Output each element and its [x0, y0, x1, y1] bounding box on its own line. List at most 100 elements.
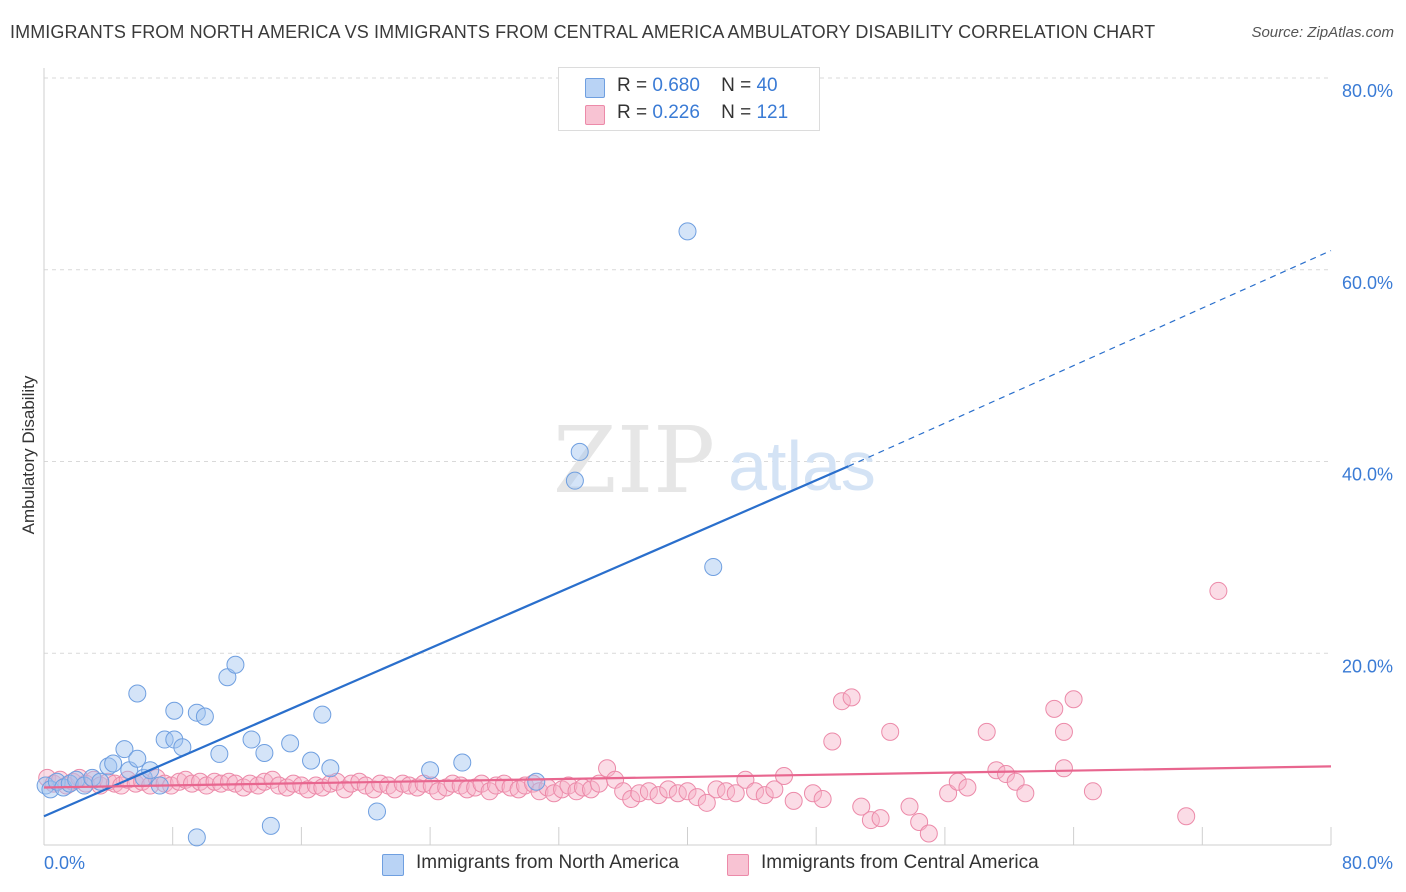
central-america-point: [900, 797, 919, 816]
north-america-point: [255, 743, 274, 762]
central-america-point: [697, 793, 716, 812]
legend-r-label: R =: [617, 75, 648, 96]
legend-n-value: 121: [756, 102, 789, 123]
watermark: ZIP atlas: [553, 407, 876, 514]
y-tick-label: 20.0%: [1342, 656, 1393, 676]
north-america-point: [565, 471, 584, 490]
x-tick-label: 80.0%: [1342, 853, 1393, 873]
north-america-point: [261, 816, 280, 835]
bottom-legend-swatch-pink: [727, 854, 749, 876]
north-america-point: [570, 442, 589, 461]
central-america-point: [852, 797, 871, 816]
central-america-point: [803, 784, 822, 803]
central-america-point: [919, 824, 938, 843]
central-america-point: [649, 786, 668, 805]
central-america-point: [393, 774, 412, 793]
north-america-points: [36, 222, 723, 847]
north-america-point: [195, 707, 214, 726]
central-america-point: [765, 780, 784, 799]
central-america-trend-line: [43, 765, 1332, 789]
north-america-trend-extension: [848, 250, 1332, 467]
central-america-point: [726, 784, 745, 803]
central-america-point: [639, 782, 658, 801]
north-america-point: [368, 802, 387, 821]
central-america-point: [755, 786, 774, 805]
trend-lines: [43, 250, 1332, 818]
y-tick-label: 40.0%: [1342, 465, 1393, 485]
north-america-point: [421, 761, 440, 780]
north-america-point: [321, 759, 340, 778]
central-america-point: [1209, 581, 1228, 600]
bottom-legend-label: Immigrants from Central America: [761, 852, 1039, 873]
grid-layer: [44, 77, 1331, 654]
north-america-point: [313, 705, 332, 724]
legend-r-value: 0.680: [652, 75, 700, 96]
y-tick-label: 60.0%: [1342, 273, 1393, 293]
north-america-point: [187, 828, 206, 847]
correlation-legend: R = 0.680 N = 40 R = 0.226 N = 121: [558, 67, 820, 131]
north-america-point: [128, 684, 147, 703]
north-america-point: [210, 744, 229, 763]
central-america-point: [746, 782, 765, 801]
central-america-point: [784, 791, 803, 810]
central-america-point: [823, 732, 842, 751]
central-america-point: [306, 776, 325, 795]
bottom-legend-label: Immigrants from North America: [416, 852, 679, 873]
legend-n-label: N =: [721, 102, 752, 123]
central-america-point: [977, 722, 996, 741]
central-america-point: [1006, 772, 1025, 791]
central-america-point: [1016, 784, 1035, 803]
central-america-point: [1064, 690, 1083, 709]
north-america-point: [281, 734, 300, 753]
north-america-point: [527, 772, 546, 791]
chart-title: IMMIGRANTS FROM NORTH AMERICA VS IMMIGRA…: [10, 22, 1156, 42]
legend-r-label: R =: [617, 102, 648, 123]
central-america-point: [678, 782, 697, 801]
legend-swatch-pink: [585, 105, 605, 125]
central-america-point: [881, 722, 900, 741]
central-america-point: [871, 809, 890, 828]
central-america-point: [688, 788, 707, 807]
north-america-point: [165, 701, 184, 720]
north-america-point: [99, 757, 118, 776]
north-america-point: [115, 740, 134, 759]
central-america-point: [1177, 807, 1196, 826]
north-america-point: [128, 749, 147, 768]
north-america-point: [242, 730, 261, 749]
north-america-trend-line: [43, 465, 849, 818]
x-tick-label: 0.0%: [44, 853, 85, 873]
central-america-point: [832, 692, 851, 711]
y-tick-label: 80.0%: [1342, 81, 1393, 101]
central-america-point: [958, 778, 977, 797]
north-america-point: [678, 222, 697, 241]
central-america-point: [1054, 759, 1073, 778]
central-america-point: [1045, 699, 1064, 718]
legend-n-value: 40: [756, 75, 778, 96]
north-america-point: [302, 751, 321, 770]
watermark-atlas: atlas: [728, 427, 876, 505]
north-america-point: [104, 754, 123, 773]
legend-swatch-blue: [585, 78, 605, 98]
central-america-point: [205, 772, 224, 791]
legend-r-value: 0.226: [652, 102, 700, 123]
central-america-point: [987, 761, 1006, 780]
central-america-point: [1083, 782, 1102, 801]
central-america-point: [997, 765, 1016, 784]
north-america-point: [155, 730, 174, 749]
central-america-point: [813, 789, 832, 808]
bottom-legend-swatch-blue: [382, 854, 404, 876]
central-america-point: [1054, 722, 1073, 741]
north-america-point: [226, 655, 245, 674]
source-credit: Source: ZipAtlas.com: [1251, 24, 1394, 41]
y-axis-label: Ambulatory Disability: [19, 375, 38, 534]
central-america-point: [939, 784, 958, 803]
north-america-point: [704, 557, 723, 576]
central-america-point: [910, 812, 929, 831]
legend-n-label: N =: [721, 75, 752, 96]
central-america-points: [38, 581, 1228, 843]
north-america-point: [453, 753, 472, 772]
axis-layer: 20.0% 40.0% 60.0% 80.0% 0.0% 80.0%: [43, 68, 1393, 873]
central-america-point: [659, 780, 678, 799]
central-america-point: [842, 688, 861, 707]
